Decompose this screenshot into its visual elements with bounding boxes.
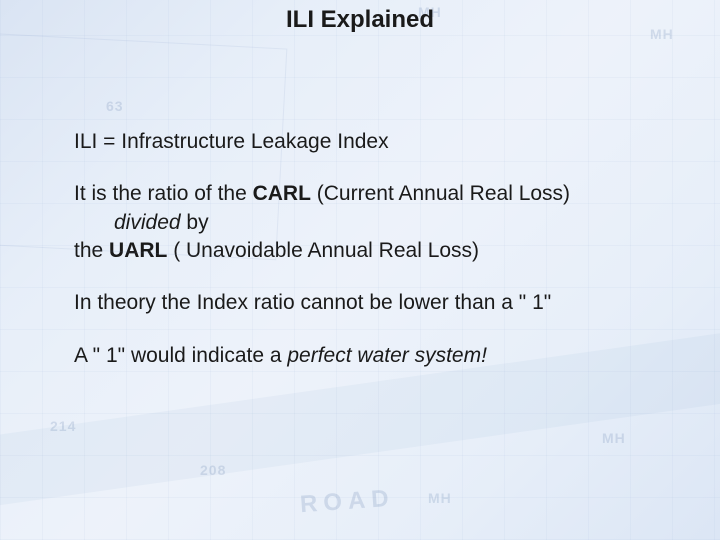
uarl-prefix: the <box>74 239 109 262</box>
deco-label-num: 208 <box>200 462 226 478</box>
perfect-line: A " 1" would indicate a perfect water sy… <box>74 342 660 370</box>
deco-label-mh: MH <box>602 430 626 446</box>
deco-label-road: ROAD <box>299 485 395 520</box>
perfect-prefix: A " 1" would indicate a <box>74 344 287 367</box>
ratio-intro-text: It is the ratio of the <box>74 182 253 205</box>
slide-title: ILI Explained <box>0 6 720 34</box>
divided-suffix: by <box>181 211 209 234</box>
uarl-expansion: ( Unavoidable Annual Real Loss) <box>167 239 479 262</box>
deco-label-num: 63 <box>106 98 124 114</box>
ratio-paragraph: It is the ratio of the CARL (Current Ann… <box>74 180 660 265</box>
carl-label: CARL <box>253 182 311 205</box>
divided-italic: divided <box>114 211 181 234</box>
uarl-label: UARL <box>109 239 167 262</box>
definition-line: ILI = Infrastructure Leakage Index <box>74 128 660 156</box>
deco-label-mh: MH <box>428 490 452 506</box>
slide: MH MH MH MH ROAD 63 214 208 ILI Explaine… <box>0 0 720 540</box>
divided-line: divided by <box>74 211 209 234</box>
slide-body: ILI = Infrastructure Leakage Index It is… <box>74 128 660 394</box>
carl-expansion: (Current Annual Real Loss) <box>311 182 570 205</box>
deco-label-num: 214 <box>50 418 76 434</box>
perfect-italic: perfect water system! <box>287 344 487 367</box>
theory-line: In theory the Index ratio cannot be lowe… <box>74 289 660 317</box>
